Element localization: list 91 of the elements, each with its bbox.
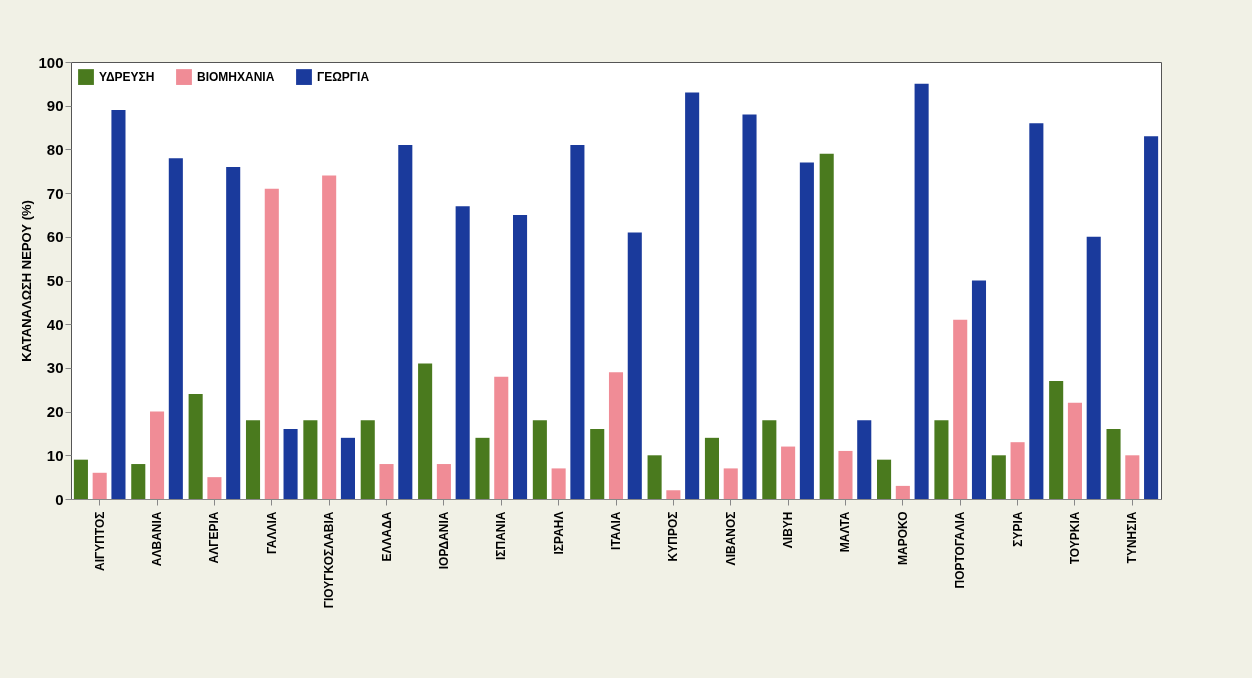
- bar: [551, 468, 566, 499]
- x-tick-label: ΙΤΑΛΙΑ: [609, 511, 623, 550]
- bar: [150, 411, 165, 499]
- legend-label: ΒΙΟΜΗΧΑΝΙΑ: [197, 70, 275, 85]
- y-tick-label: 40: [46, 315, 64, 333]
- legend-label: ΥΔΡΕΥΣΗ: [99, 70, 155, 85]
- bar: [92, 472, 107, 499]
- x-tick-label: ΑΛΒΑΝΙΑ: [150, 511, 165, 567]
- bar: [131, 464, 146, 499]
- bar: [1086, 236, 1101, 499]
- bar: [226, 166, 241, 499]
- bar: [838, 450, 853, 499]
- bar: [188, 394, 203, 499]
- y-tick-label: 0: [55, 490, 64, 508]
- x-tick-label: ΜΑΡΟΚΟ: [895, 511, 910, 565]
- y-tick-label: 30: [46, 359, 64, 377]
- bar: [570, 145, 585, 499]
- bar: [895, 485, 910, 499]
- x-tick-label: ΙΣΠΑΝΙΑ: [494, 511, 509, 561]
- bar: [532, 420, 547, 499]
- y-tick-label: 50: [46, 272, 64, 289]
- bar: [934, 420, 949, 499]
- bar: [1106, 429, 1121, 499]
- y-tick-label: 60: [46, 228, 64, 246]
- bar: [991, 455, 1006, 499]
- x-tick-label: ΓΑΛΛΙΑ: [264, 511, 279, 555]
- bar: [379, 464, 394, 499]
- bar: [971, 280, 987, 499]
- x-tick-label: ΓΙΟΥΓΚΟΣΛΑΒΙΑ: [322, 511, 337, 609]
- bar: [207, 477, 222, 499]
- x-tick-label: ΑΙΓΥΠΤΟΣ: [92, 511, 107, 572]
- bar: [799, 162, 814, 499]
- bar: [455, 206, 470, 499]
- bar: [322, 175, 337, 499]
- legend-label: ΓΕΩΡΓΙΑ: [317, 70, 370, 85]
- x-tick-label: ΕΛΛΑΔΑ: [379, 511, 394, 562]
- bar: [168, 158, 183, 499]
- bar: [1010, 442, 1025, 499]
- bar: [914, 83, 929, 499]
- bar: [73, 459, 88, 499]
- bar: [303, 420, 318, 499]
- bar: [762, 420, 777, 499]
- bar: [781, 446, 796, 499]
- bar: [1067, 402, 1082, 499]
- bar: [666, 490, 681, 499]
- x-tick-label: ΚΥΠΡΟΣ: [666, 511, 681, 562]
- y-tick-label: 90: [46, 97, 64, 115]
- bar: [513, 214, 528, 499]
- bar: [723, 468, 738, 499]
- bar: [436, 464, 451, 499]
- bar: [877, 459, 892, 499]
- x-tick-label: ΜΑΛΤΑ: [838, 511, 853, 553]
- bar: [742, 114, 757, 499]
- bar: [475, 437, 490, 499]
- y-tick-label: 20: [46, 403, 64, 421]
- bar: [819, 153, 834, 499]
- bar: [627, 232, 642, 499]
- y-axis-title: ΚΑΤΑΝΑΛΩΣΗ ΝΕΡΟΥ (%): [19, 200, 35, 362]
- bar: [398, 145, 413, 499]
- bar: [647, 455, 662, 499]
- y-tick-label: 80: [46, 140, 64, 158]
- y-tick-label: 100: [38, 53, 64, 71]
- y-tick-label: 10: [46, 446, 64, 464]
- bar: [953, 319, 968, 499]
- bar: [1049, 381, 1064, 499]
- bar: [494, 376, 509, 499]
- bar: [360, 420, 375, 499]
- bar: [1125, 455, 1140, 499]
- bar: [340, 437, 355, 499]
- x-tick-label: ΙΣΡΑΗΛ: [551, 511, 566, 555]
- bar: [857, 420, 872, 499]
- bar: [704, 437, 719, 499]
- bar: [111, 110, 126, 499]
- x-tick-label: ΤΥΝΗΣΙΑ: [1125, 511, 1140, 564]
- x-tick-label: ΣΥΡΙΑ: [1010, 511, 1025, 547]
- bar: [283, 429, 298, 499]
- bar: [685, 92, 700, 499]
- x-tick-label: ΤΟΥΡΚΙΑ: [1067, 511, 1082, 565]
- x-tick-label: ΠΟΡΤΟΓΑΛΙΑ: [953, 511, 968, 589]
- bar: [245, 420, 261, 499]
- x-tick-label: ΛΙΒΑΝΟΣ: [723, 511, 738, 566]
- bar: [1144, 136, 1159, 499]
- bar: [264, 188, 279, 499]
- x-tick-label: ΙΟΡΔΑΝΙΑ: [436, 511, 451, 570]
- bar: [1029, 123, 1044, 499]
- x-tick-label: ΛΙΒΥΗ: [781, 511, 796, 549]
- bar: [418, 363, 433, 499]
- bar: [590, 429, 605, 499]
- x-tick-label: ΑΛΓΕΡΙΑ: [207, 511, 222, 564]
- y-tick-label: 70: [46, 184, 64, 202]
- bar: [608, 372, 624, 499]
